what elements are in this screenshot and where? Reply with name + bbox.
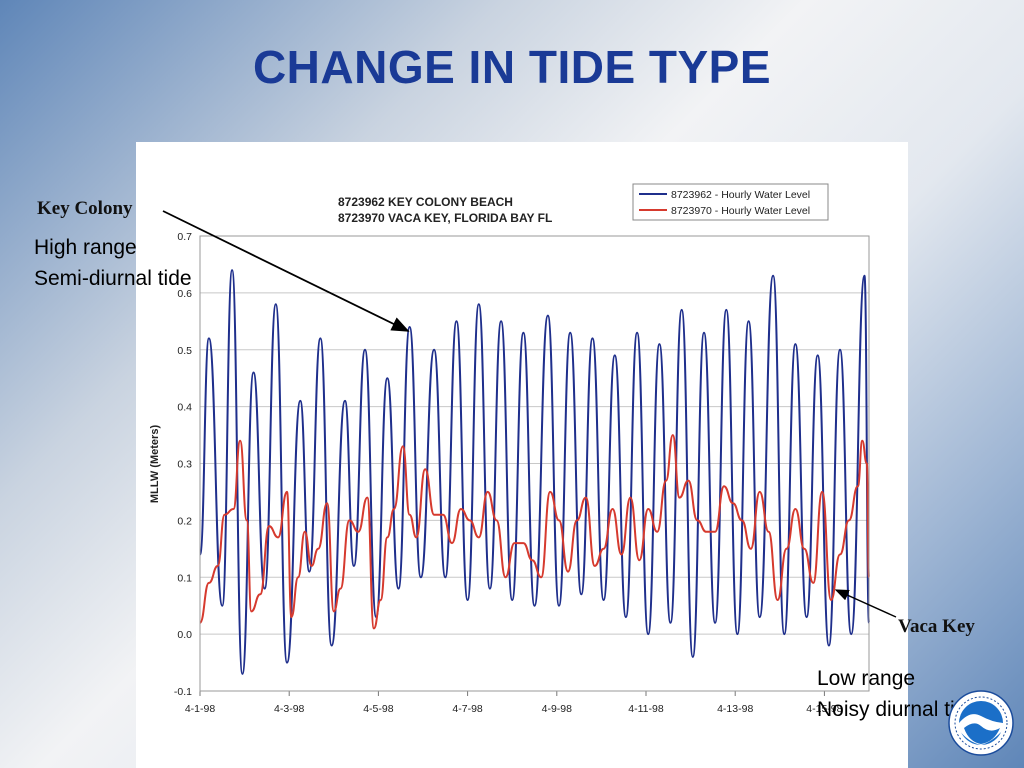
x-tick-label: 4-15-98 — [806, 703, 842, 715]
x-tick-label: 4-13-98 — [717, 703, 753, 715]
vaca-key-desc-line-2: Noisy diurnal tide — [817, 698, 979, 721]
y-tick-label: 0.5 — [177, 345, 192, 357]
y-tick-labels: 0.70.60.50.40.30.20.10.0-0.1 — [174, 231, 192, 698]
key-colony-description: High range Semi-diurnal tide — [34, 232, 192, 294]
x-tick-labels: 4-1-98 4-3-98 4-5-98 4-7-98 4-9-98 4-11-98 4-1… — [185, 703, 843, 715]
series-line-vaca-key — [199, 434, 870, 630]
series-layer — [199, 269, 870, 675]
vaca-key-description: Low range Noisy diurnal tide — [817, 663, 978, 725]
key-colony-label: Key Colony — [37, 198, 133, 219]
noaa-logo-icon — [948, 690, 1014, 756]
chart-panel: 0.7 0.6 0.5 0.4 0.3 0.2 0.1 0.0 -0.1 4-1-98 4-3-9… — [136, 142, 908, 768]
x-tick-label: 4-1-98 — [185, 703, 216, 715]
legend-label-key-colony: 8723962 - Hourly Water Level — [671, 189, 810, 201]
legend-box — [632, 183, 829, 221]
series-line-key-colony — [199, 269, 870, 675]
vaca-key-desc-line-1: Low range — [817, 667, 916, 690]
x-tick-label: 4-9-98 — [542, 703, 573, 715]
key-colony-desc-line-1: High range — [34, 236, 137, 259]
plot-frame — [199, 235, 870, 692]
legend-label-vaca-key: 8723970 - Hourly Water Level — [671, 205, 810, 217]
x-tick-label: 4-3-98 — [274, 703, 305, 715]
x-tick-label: 4-11-98 — [628, 703, 664, 715]
key-colony-desc-line-2: Semi-diurnal tide — [34, 267, 192, 290]
y-tick-label: 0.0 — [177, 629, 192, 641]
chart-title-line-1: 8723962 KEY COLONY BEACH — [338, 195, 513, 209]
y-tick-label: -0.1 — [174, 686, 192, 698]
y-tick-label: 0.4 — [177, 402, 192, 414]
y-tick-label: 0.2 — [177, 515, 192, 527]
vaca-key-label: Vaca Key — [898, 616, 975, 637]
grid-layer — [199, 235, 869, 696]
chart-title-line-2: 8723970 VACA KEY, FLORIDA BAY FL — [338, 211, 552, 225]
x-tick-label: 4-5-98 — [363, 703, 394, 715]
y-tick-label: 0.1 — [177, 572, 192, 584]
x-tick-label: 4-7-98 — [452, 703, 483, 715]
y-tick-label: 0.3 — [177, 459, 192, 471]
slide-title: CHANGE IN TIDE TYPE — [252, 41, 772, 93]
tide-chart: 0.70.60.50.40.30.20.10.0-0.1 4-1-98 4-3-9… — [149, 183, 870, 715]
y-axis-label: MLLW (Meters) — [149, 425, 161, 504]
legend: 8723962 - Hourly Water Level 8723970 - H… — [632, 183, 829, 221]
